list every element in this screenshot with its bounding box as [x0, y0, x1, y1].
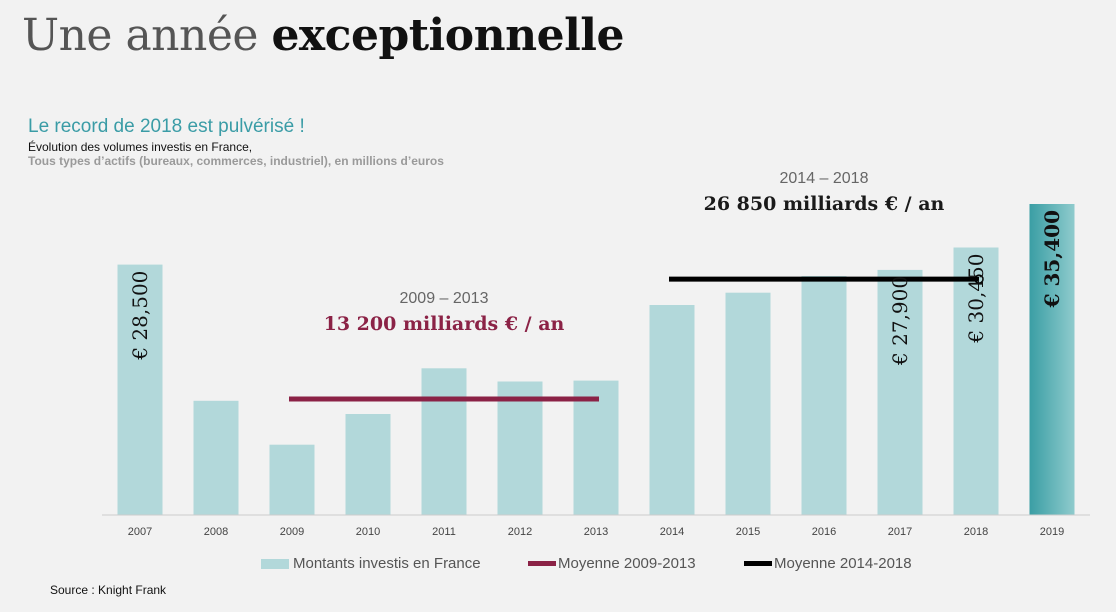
x-tick-label-2010: 2010 — [356, 526, 380, 538]
average-period-label: 2014 – 2018 — [780, 170, 869, 187]
bar-chart: 2007 2008 2009 2010 2011 2012 2013 2014 2015 2016… — [102, 170, 1090, 538]
bar-2012 — [497, 381, 543, 515]
data-label-2018: € 30,450 — [964, 254, 988, 344]
x-tick-label-2013: 2013 — [584, 526, 608, 538]
data-label-2017: € 27,900 — [888, 276, 912, 366]
average-value-label: 13 200 milliards € / an — [324, 313, 565, 335]
data-label-2019: € 35,400 — [1040, 210, 1064, 308]
bar-2007 — [117, 264, 163, 515]
title-regular: Une année — [22, 10, 258, 61]
average-period-label: 2009 – 2013 — [400, 290, 489, 307]
legend-swatch-line — [528, 561, 556, 566]
title-bold: exceptionnelle — [271, 10, 624, 61]
page-title: Une année exceptionnelle — [22, 10, 624, 61]
chart-subtitle: Le record de 2018 est pulvérisé ! — [28, 116, 305, 137]
x-tick-label-2018: 2018 — [964, 526, 988, 538]
average-line-end-marker — [974, 274, 984, 284]
chart-description: Évolution des volumes investis en France… — [28, 140, 253, 154]
x-tick-label-2014: 2014 — [660, 526, 684, 538]
bar-2010 — [345, 414, 391, 515]
bar-2008 — [193, 400, 239, 515]
x-tick-label-2017: 2017 — [888, 526, 912, 538]
bar-2016 — [801, 276, 847, 515]
x-tick-label-2011: 2011 — [432, 526, 456, 538]
legend-item: Montants investis en France — [261, 555, 481, 572]
legend-label: Montants investis en France — [293, 555, 481, 572]
bar-2009 — [269, 444, 315, 515]
x-tick-label-2016: 2016 — [812, 526, 836, 538]
x-tick-label-2009: 2009 — [280, 526, 304, 538]
legend-item: Moyenne 2014-2018 — [744, 555, 912, 572]
chart-description-detail: Tous types d’actifs (bureaux, commerces,… — [28, 154, 444, 168]
bar-2014 — [649, 305, 695, 515]
legend-label: Moyenne 2014-2018 — [774, 555, 912, 572]
x-tick-label-2015: 2015 — [736, 526, 760, 538]
bar-2011 — [421, 368, 467, 515]
source-note: Source : Knight Frank — [50, 583, 167, 597]
legend-swatch-line — [744, 561, 772, 566]
data-label-2007: € 28,500 — [128, 271, 152, 361]
x-tick-label-2008: 2008 — [204, 526, 228, 538]
bar-2019 — [1029, 204, 1075, 515]
legend-item: Moyenne 2009-2013 — [528, 555, 696, 572]
legend-swatch-bar — [261, 558, 289, 569]
legend-label: Moyenne 2009-2013 — [558, 555, 696, 572]
x-tick-label-2007: 2007 — [128, 526, 152, 538]
bar-2018 — [953, 247, 999, 515]
bar-2013 — [573, 380, 619, 515]
chart-legend: Montants investis en France Moyenne 2009-… — [0, 555, 1116, 577]
average-value-label: 26 850 milliards € / an — [704, 193, 945, 215]
bar-2015 — [725, 292, 771, 515]
bar-2017 — [877, 269, 923, 515]
x-tick-label-2012: 2012 — [508, 526, 532, 538]
x-tick-label-2019: 2019 — [1040, 526, 1064, 538]
